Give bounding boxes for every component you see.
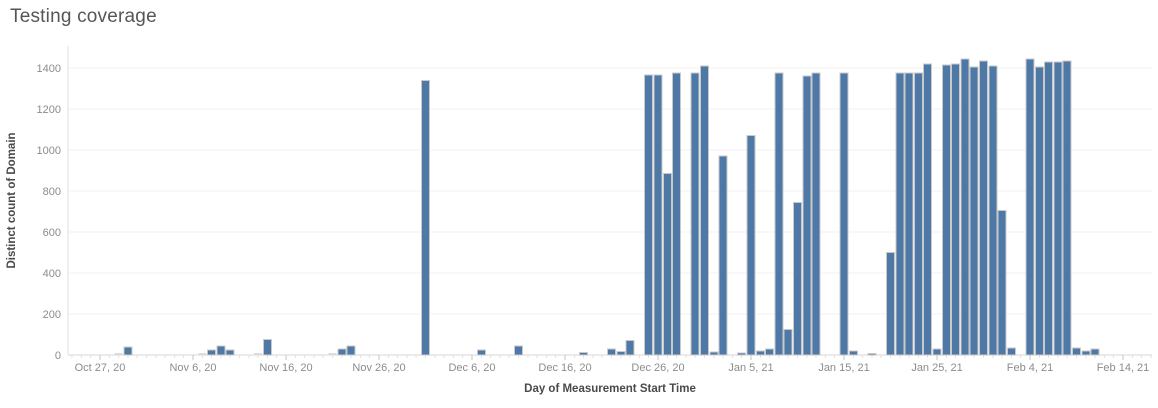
bar[interactable] <box>848 350 858 356</box>
bar[interactable] <box>969 66 979 356</box>
bar[interactable] <box>913 72 923 356</box>
bar[interactable] <box>644 74 654 356</box>
bar[interactable] <box>1025 58 1035 356</box>
bar[interactable] <box>700 65 709 356</box>
x-tick-label: Dec 26, 20 <box>631 362 684 374</box>
y-tick-label: 1400 <box>37 63 61 75</box>
bar[interactable] <box>476 349 486 356</box>
bar[interactable] <box>941 64 951 356</box>
bar[interactable] <box>1090 348 1100 356</box>
y-axis-title: Distinct count of Domain <box>6 132 18 269</box>
bar[interactable] <box>607 348 616 356</box>
bar[interactable] <box>802 75 812 356</box>
y-tick-label: 1200 <box>37 104 61 116</box>
bar[interactable] <box>337 348 347 356</box>
bar[interactable] <box>225 349 235 356</box>
x-tick-label: Feb 4, 21 <box>1007 362 1053 374</box>
bar[interactable] <box>932 348 942 356</box>
bar[interactable] <box>867 352 877 356</box>
bar[interactable] <box>746 135 756 356</box>
y-tick-label: 200 <box>43 309 61 321</box>
bar[interactable] <box>123 346 133 356</box>
bar[interactable] <box>421 79 430 356</box>
bar[interactable] <box>616 350 626 356</box>
bar[interactable] <box>216 345 226 356</box>
bar[interactable] <box>951 63 961 356</box>
bar[interactable] <box>328 353 337 355</box>
bar[interactable] <box>765 348 775 356</box>
bar[interactable] <box>207 349 217 356</box>
y-tick-label: 0 <box>55 350 61 362</box>
y-tick-label: 400 <box>43 268 61 280</box>
bar[interactable] <box>346 345 356 356</box>
x-tick-label: Oct 27, 20 <box>75 362 126 374</box>
bar[interactable] <box>988 65 998 356</box>
bar[interactable] <box>755 350 765 356</box>
bar[interactable] <box>718 155 728 356</box>
bar[interactable] <box>839 72 849 356</box>
bar[interactable] <box>793 201 802 356</box>
x-tick-label: Dec 6, 20 <box>448 362 495 374</box>
bar[interactable] <box>1081 350 1091 356</box>
x-tick-label: Dec 16, 20 <box>538 362 591 374</box>
bar[interactable] <box>1006 347 1016 356</box>
bar[interactable] <box>254 353 263 355</box>
bar[interactable] <box>1053 61 1063 356</box>
bar[interactable] <box>997 209 1007 356</box>
chart-title: Testing coverage <box>10 6 157 27</box>
bar[interactable] <box>672 72 682 356</box>
bar[interactable] <box>114 353 123 355</box>
bar[interactable] <box>979 60 988 356</box>
y-tick-label: 800 <box>43 186 61 198</box>
bar[interactable] <box>198 353 207 355</box>
bar[interactable] <box>1062 60 1072 356</box>
bar[interactable] <box>662 173 672 356</box>
bar[interactable] <box>895 72 905 356</box>
bar[interactable] <box>923 63 933 356</box>
bar[interactable] <box>1072 347 1081 356</box>
x-tick-label: Nov 26, 20 <box>352 362 405 374</box>
x-tick-label: Nov 6, 20 <box>169 362 216 374</box>
bar[interactable] <box>709 351 719 356</box>
x-tick-label: Jan 15, 21 <box>818 362 869 374</box>
bar[interactable] <box>904 72 914 356</box>
bar[interactable] <box>653 74 663 356</box>
bar[interactable] <box>579 352 589 356</box>
bar[interactable] <box>625 340 635 356</box>
y-tick-label: 1000 <box>37 145 61 157</box>
bar[interactable] <box>886 252 895 356</box>
bar[interactable] <box>1034 66 1044 356</box>
bar[interactable] <box>690 72 700 356</box>
bar[interactable] <box>774 72 784 356</box>
bar[interactable] <box>783 328 793 356</box>
bar[interactable] <box>1044 61 1054 356</box>
bar[interactable] <box>737 352 747 356</box>
x-tick-label: Feb 14, 21 <box>1097 362 1150 374</box>
x-tick-label: Nov 16, 20 <box>259 362 312 374</box>
y-tick-label: 600 <box>43 227 61 239</box>
x-tick-label: Jan 5, 21 <box>728 362 773 374</box>
bar[interactable] <box>811 72 821 356</box>
x-tick-label: Jan 25, 21 <box>911 362 962 374</box>
bar[interactable] <box>960 58 970 356</box>
bar[interactable] <box>262 339 272 356</box>
bar[interactable] <box>514 345 523 356</box>
x-axis-title: Day of Measurement Start Time <box>524 383 696 395</box>
